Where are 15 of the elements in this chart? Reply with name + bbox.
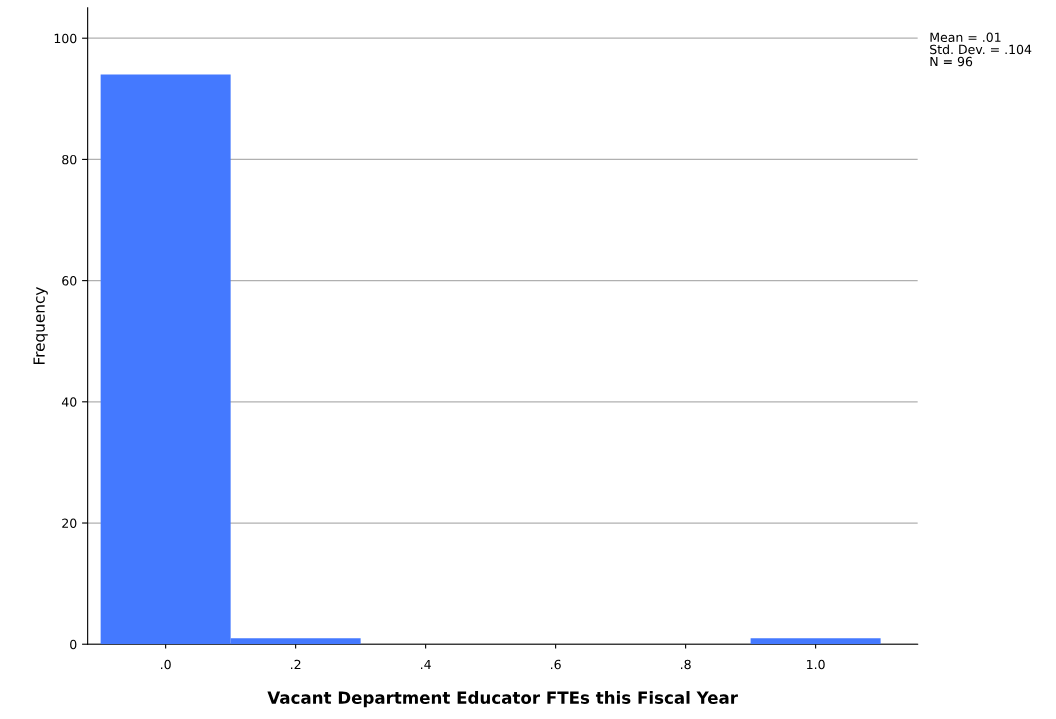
x-axis-title: Vacant Department Educator FTEs this Fiscal Year	[267, 691, 738, 708]
text: Mean = .01 Std. Dev. = .104 N = 96	[930, 32, 1032, 67]
y-tick-label: 40	[61, 397, 77, 407]
y-tick-label: 0	[70, 639, 77, 650]
x-tick-label: .6	[551, 659, 561, 670]
y-tick-label: 20	[62, 518, 77, 528]
x-tick-label: .8	[681, 659, 691, 670]
x-tick-label: 1.0	[807, 659, 825, 670]
y-tick-label: 60	[62, 276, 77, 286]
y-tick-label: 100	[54, 33, 77, 44]
x-tick-label: .4	[421, 659, 431, 669]
y-axis-title: Frequency	[33, 287, 48, 365]
x-tick-label: .0	[161, 659, 171, 670]
x-tick-label: .2	[291, 659, 301, 669]
y-tick-label: 80	[62, 154, 77, 165]
